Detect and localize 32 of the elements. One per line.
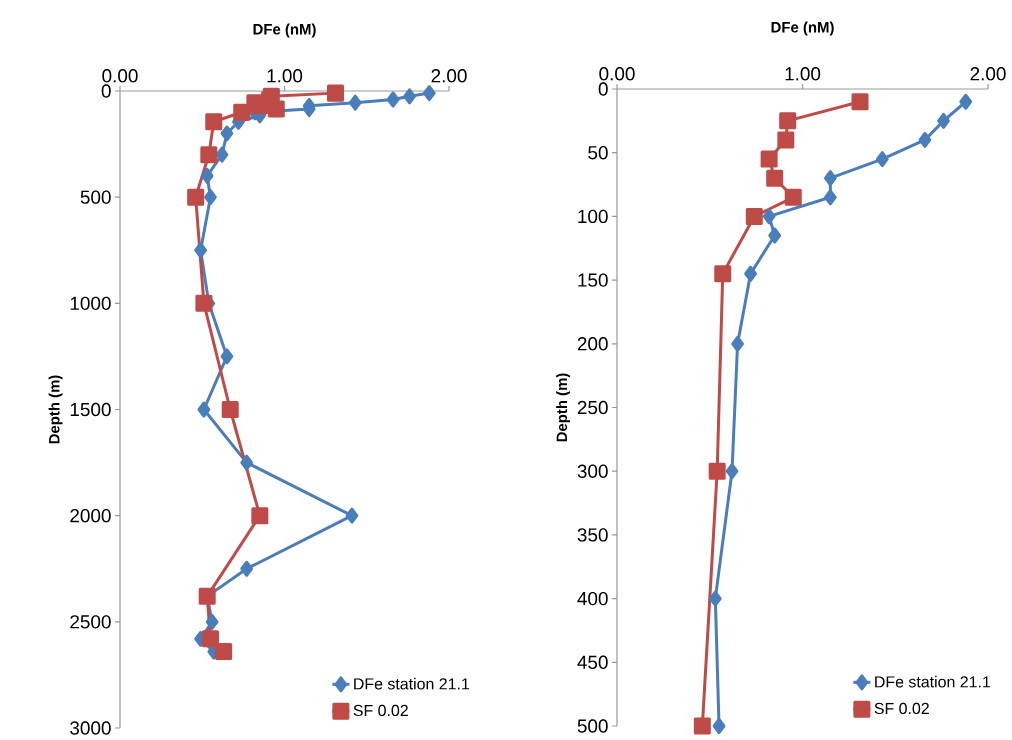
x-tick-label: 0.00: [599, 67, 635, 81]
y-tick-label: 450: [577, 655, 608, 670]
y-tick-label: 50: [588, 146, 608, 160]
y-tick-label: 350: [577, 528, 608, 542]
y-tick-label: 300: [577, 464, 608, 478]
y-tick-label: 250: [577, 400, 608, 415]
y-tick-label: 3000: [70, 721, 111, 735]
legend-label: DFe station 21.1: [354, 677, 470, 690]
y-axis-title: Depth (m): [556, 373, 571, 442]
x-tick-label: 1.00: [267, 69, 303, 83]
y-tick-label: 500: [577, 719, 608, 733]
y-tick-label: 150: [578, 273, 608, 287]
x-tick-label: 0.00: [102, 69, 138, 83]
y-tick-label: 2000: [70, 508, 111, 523]
y-tick-label: 2500: [70, 615, 111, 629]
y-tick-label: 1000: [70, 296, 111, 311]
x-tick-label: 2.00: [970, 67, 1006, 81]
x-axis-title: DFe (nM): [771, 21, 834, 36]
y-tick-label: 200: [577, 337, 608, 351]
y-tick-label: 0: [101, 84, 111, 98]
legend-label: SF 0.02: [353, 704, 408, 717]
y-tick-label: 1500: [70, 402, 111, 417]
y-tick-label: 500: [80, 190, 111, 204]
legend-label: DFe station 21.1: [875, 675, 991, 688]
y-tick-label: 0: [598, 82, 608, 96]
y-axis-title: Depth (m): [48, 375, 63, 444]
y-tick-label: 100: [578, 209, 608, 224]
legend-label: SF 0.02: [874, 702, 929, 715]
x-tick-label: 1.00: [785, 67, 821, 81]
x-tick-label: 2.00: [431, 69, 467, 83]
y-tick-label: 400: [577, 591, 608, 606]
x-axis-title: DFe (nM): [253, 23, 316, 38]
